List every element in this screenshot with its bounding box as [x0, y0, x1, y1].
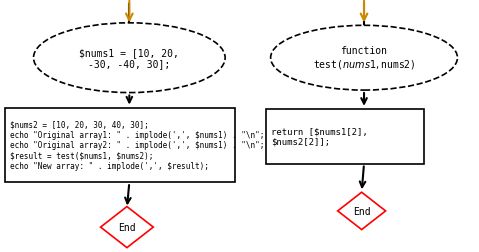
Text: $nums1 = [10, 20,
-30, -40, 30];: $nums1 = [10, 20, -30, -40, 30];: [80, 48, 179, 69]
Text: function
test($nums1, $nums2): function test($nums1, $nums2): [313, 46, 415, 71]
Text: return [$nums1[2],
$nums2[2]];: return [$nums1[2], $nums2[2]];: [271, 127, 367, 146]
Text: End: End: [118, 222, 136, 232]
Text: End: End: [353, 206, 370, 216]
Ellipse shape: [34, 24, 225, 93]
Ellipse shape: [271, 26, 457, 91]
Polygon shape: [101, 207, 153, 248]
FancyBboxPatch shape: [5, 108, 235, 182]
Text: $nums2 = [10, 20, 30, 40, 30];
echo "Original array1: " . implode(',', $nums1) .: $nums2 = [10, 20, 30, 40, 30]; echo "Ori…: [10, 120, 264, 171]
Polygon shape: [338, 193, 386, 230]
FancyBboxPatch shape: [266, 109, 424, 164]
